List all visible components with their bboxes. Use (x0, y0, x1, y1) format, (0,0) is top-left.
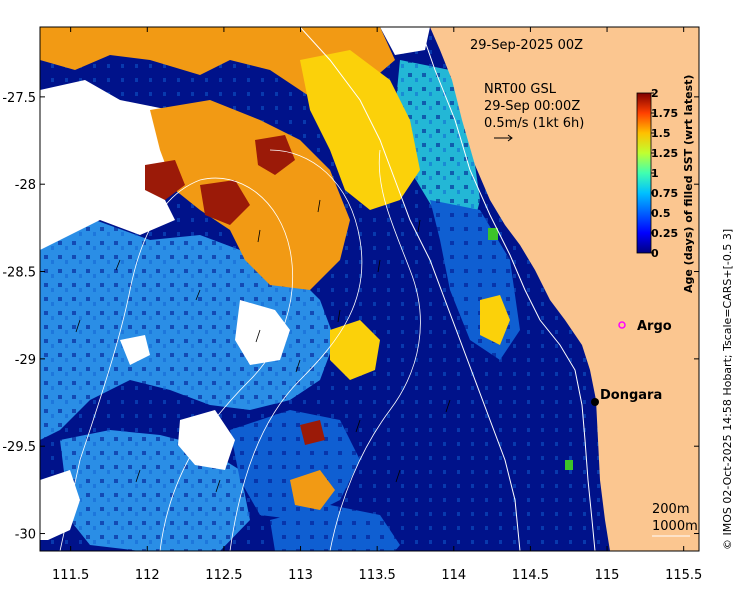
plot-frame (39, 26, 700, 552)
colorbar-ticks: 2 1.75 1.5 1.25 1 0.75 0.5 0.25 0 (651, 87, 678, 260)
sst-age-region-dark-red-1 (145, 160, 185, 200)
lon-tick-label: 114 (441, 568, 466, 583)
sst-age-region-yellow-coast (480, 295, 510, 345)
vector-scale-label: 0.5m/s (1kt 6h) (484, 116, 584, 131)
colorbar-tick-label: 1.25 (651, 147, 678, 160)
sst-age-region-dark-red-3 (255, 135, 295, 175)
lat-tick-label: -29 (15, 353, 36, 368)
colorbar-tick-label: 2 (651, 87, 659, 100)
depth-contour-200m (419, 27, 596, 551)
lat-tick-label: -29.5 (2, 440, 36, 455)
ssh-contour-2 (229, 149, 363, 551)
lon-tick-label: 111.5 (52, 568, 89, 583)
lon-tick-label: 114.5 (512, 568, 549, 583)
no-data-region-northwest (40, 80, 185, 250)
no-data-region-small (120, 335, 150, 365)
lat-tick-label: -28.5 (2, 266, 36, 281)
colorbar-tick-label: 0.5 (651, 207, 671, 220)
ssh-contour-3 (329, 149, 421, 551)
colorbar-tick-label: 1.75 (651, 107, 678, 120)
colorbar-tick-label: 1 (651, 167, 659, 180)
colorbar (636, 92, 652, 254)
product-time: 29-Sep 00:00Z (484, 99, 580, 114)
dongara-marker (591, 398, 599, 406)
colorbar-tick-label: 0.75 (651, 187, 678, 200)
colorbar-tick-label: 1.5 (651, 127, 671, 140)
sst-age-green-patch-2 (565, 460, 573, 470)
sst-age-region-orange-central (150, 100, 350, 290)
sst-age-region-dark-red-2 (200, 180, 250, 225)
argo-float-marker (618, 321, 626, 329)
lon-tick-label: 112 (135, 568, 160, 583)
lat-tick-label: -28 (15, 178, 36, 193)
no-data-region-southwest (40, 470, 80, 540)
lon-tick-label: 115.5 (665, 568, 702, 583)
contour-legend-200m: 200m (652, 502, 689, 517)
sst-age-green-patch-1 (488, 228, 498, 240)
colorbar-tick-label: 0.25 (651, 227, 678, 240)
lat-tick-label: -27.5 (2, 91, 36, 106)
credit-text: © IMOS 02-Oct-2025 14:58 Hobart; Tscale=… (721, 229, 734, 550)
lat-tick-label: -30 (15, 528, 36, 543)
latitude-axis: -27.5 -28 -28.5 -29 -29.5 -30 (2, 91, 699, 543)
no-data-region-topright (380, 27, 430, 55)
lon-tick-label: 115 (595, 568, 620, 583)
sst-age-region-orange-patch-south (290, 470, 335, 510)
lon-tick-label: 112.5 (205, 568, 242, 583)
map-plot-area (40, 27, 699, 551)
contour-legend-1000m: 1000m (652, 519, 698, 534)
product-name: NRT00 GSL (484, 82, 557, 97)
no-data-region-south (178, 410, 235, 470)
vector-scale-arrow (494, 134, 513, 142)
place-label-argo: Argo (637, 319, 672, 334)
lon-tick-label: 113 (288, 568, 313, 583)
depth-contour-1000m (299, 27, 521, 551)
lon-tick-label: 113.5 (359, 568, 396, 583)
colorbar-label: Age (days) of filled SST (wrt latest) (682, 75, 695, 293)
sst-age-region-yellow-north (300, 50, 420, 210)
longitude-axis: 111.5 112 112.5 113 113.5 114 114.5 115 115.5 (52, 27, 702, 583)
ssh-contour-1 (59, 177, 293, 551)
colorbar-tick-label: 0 (651, 247, 659, 260)
map-date-title: 29-Sep-2025 00Z (470, 38, 583, 53)
place-label-dongara: Dongara (600, 388, 662, 403)
sst-age-region-dark-red-4 (300, 420, 325, 445)
current-vector-arrows (75, 199, 451, 493)
land-western-australia (430, 27, 699, 551)
sst-age-region-yellow-center (330, 320, 380, 380)
no-data-region-center (235, 300, 290, 365)
